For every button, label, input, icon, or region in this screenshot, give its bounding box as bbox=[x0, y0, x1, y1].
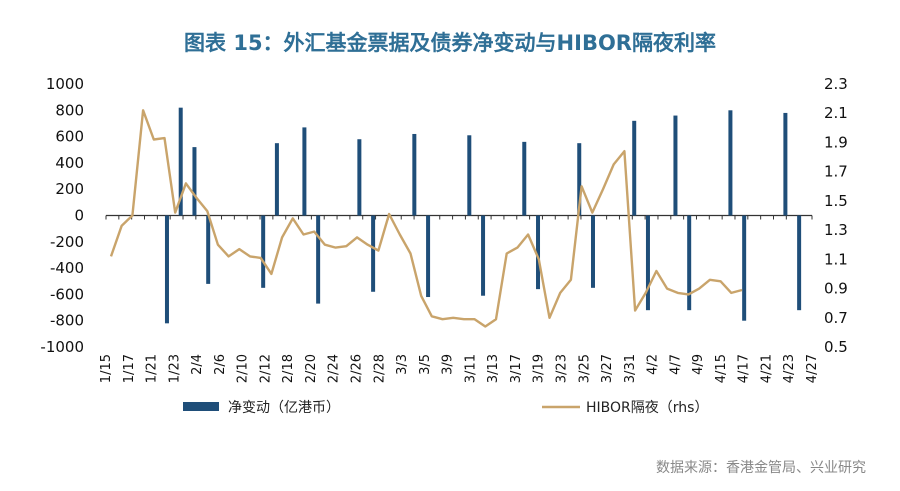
bar bbox=[536, 215, 541, 290]
bar bbox=[687, 215, 692, 311]
y-right-tick-label: 0.9 bbox=[824, 280, 848, 298]
legend-label-line: HIBOR隔夜（rhs） bbox=[586, 400, 708, 416]
bar bbox=[426, 215, 431, 298]
y-right-tick-label: 2.1 bbox=[824, 104, 848, 122]
x-axis-ticks bbox=[105, 215, 813, 220]
bar bbox=[742, 215, 747, 321]
x-tick-label: 2/18 bbox=[281, 354, 296, 383]
x-tick-label: 2/6 bbox=[213, 354, 228, 375]
x-tick-label: 1/17 bbox=[122, 354, 137, 383]
bar bbox=[797, 215, 802, 311]
chart-title: 图表 15：外汇基金票据及债券净变动与HIBOR隔夜利率 bbox=[184, 31, 716, 55]
bar bbox=[302, 127, 307, 216]
y-left-tick-label: -400 bbox=[50, 259, 84, 277]
x-tick-label: 3/25 bbox=[577, 354, 592, 383]
bar bbox=[783, 112, 788, 216]
y-right-tick-label: 1.7 bbox=[824, 163, 848, 181]
x-tick-label: 4/21 bbox=[759, 354, 774, 383]
y-left-tick-label: 400 bbox=[55, 154, 84, 172]
x-tick-label: 1/15 bbox=[99, 354, 114, 383]
x-tick-label: 3/3 bbox=[395, 354, 410, 375]
x-tick-label: 3/5 bbox=[418, 354, 433, 375]
x-tick-label: 3/17 bbox=[509, 354, 524, 383]
y-left-tick-label: 600 bbox=[55, 128, 84, 146]
x-tick-label: 2/12 bbox=[258, 354, 273, 383]
y-left-tick-label: 0 bbox=[74, 207, 84, 225]
x-tick-label: 4/27 bbox=[805, 354, 820, 383]
x-tick-label: 2/28 bbox=[372, 354, 387, 383]
x-tick-label: 2/24 bbox=[327, 354, 342, 383]
y-right-tick-label: 1.9 bbox=[824, 133, 848, 151]
bar bbox=[371, 215, 376, 292]
bar bbox=[673, 115, 678, 216]
bar bbox=[261, 215, 266, 288]
bar bbox=[192, 147, 197, 216]
bar bbox=[481, 215, 486, 296]
x-tick-label: 1/21 bbox=[145, 354, 160, 383]
x-tick-label: 4/15 bbox=[714, 354, 729, 383]
bar bbox=[645, 215, 650, 311]
y-right-tick-label: 2.3 bbox=[824, 75, 848, 93]
y-left-tick-label: -800 bbox=[50, 312, 84, 330]
x-tick-label: 3/9 bbox=[441, 354, 456, 375]
y-left-tick-label: 200 bbox=[55, 180, 84, 198]
bar bbox=[206, 215, 211, 284]
x-tick-label: 4/17 bbox=[737, 354, 752, 383]
bar bbox=[178, 107, 183, 216]
x-tick-label: 4/9 bbox=[691, 354, 706, 375]
x-tick-label: 3/23 bbox=[554, 354, 569, 383]
y-right-tick-label: 0.7 bbox=[824, 309, 848, 327]
bar bbox=[522, 141, 527, 216]
source-note: 数据来源：香港金管局、兴业研究 bbox=[656, 460, 866, 476]
y-left-tick-label: -200 bbox=[50, 233, 84, 251]
hibor-line bbox=[109, 109, 743, 328]
bar bbox=[577, 143, 582, 216]
bar bbox=[728, 110, 733, 216]
y-right-axis: 2.3 2.1 1.9 1.7 1.5 1.3 1.1 0.9 0.7 0.5 bbox=[824, 75, 848, 356]
x-tick-label: 4/23 bbox=[782, 354, 797, 383]
legend-swatch-bar bbox=[183, 402, 219, 411]
bar bbox=[316, 215, 321, 304]
bar bbox=[412, 133, 417, 216]
y-right-tick-label: 1.1 bbox=[824, 250, 848, 268]
x-tick-label: 3/19 bbox=[532, 354, 547, 383]
bar-series bbox=[164, 107, 802, 324]
bar bbox=[590, 215, 595, 288]
x-tick-label: 2/10 bbox=[236, 354, 251, 383]
x-tick-label: 3/11 bbox=[463, 354, 478, 383]
x-tick-label: 2/20 bbox=[304, 354, 319, 383]
legend-label-bar: 净变动（亿港币） bbox=[228, 400, 340, 416]
x-tick-label: 2/4 bbox=[190, 354, 205, 375]
x-tick-label: 3/13 bbox=[486, 354, 501, 383]
x-tick-label: 4/7 bbox=[668, 354, 683, 375]
bar bbox=[357, 139, 362, 216]
y-left-tick-label: -1000 bbox=[40, 338, 84, 356]
y-left-tick-label: 1000 bbox=[46, 75, 84, 93]
x-tick-label: 2/26 bbox=[350, 354, 365, 383]
x-tick-label: 4/2 bbox=[646, 354, 661, 375]
bar bbox=[632, 120, 637, 216]
x-axis-labels: 1/15 1/17 1/21 1/23 2/4 2/6 2/10 2/12 2/18 2/20 2/… bbox=[99, 354, 820, 383]
x-tick-label: 1/23 bbox=[167, 354, 182, 383]
bar bbox=[274, 143, 279, 216]
y-right-tick-label: 1.5 bbox=[824, 192, 848, 210]
bar bbox=[164, 215, 169, 324]
y-right-tick-label: 0.5 bbox=[824, 338, 848, 356]
y-right-tick-label: 1.3 bbox=[824, 221, 848, 239]
x-tick-label: 3/31 bbox=[623, 354, 638, 383]
bar bbox=[467, 135, 472, 216]
y-left-tick-label: 800 bbox=[55, 101, 84, 119]
y-left-axis: 1000 800 600 400 200 0 -200 -400 -600 -800 -1000 bbox=[40, 75, 84, 356]
x-tick-label: 3/27 bbox=[600, 354, 615, 383]
y-left-tick-label: -600 bbox=[50, 285, 84, 303]
